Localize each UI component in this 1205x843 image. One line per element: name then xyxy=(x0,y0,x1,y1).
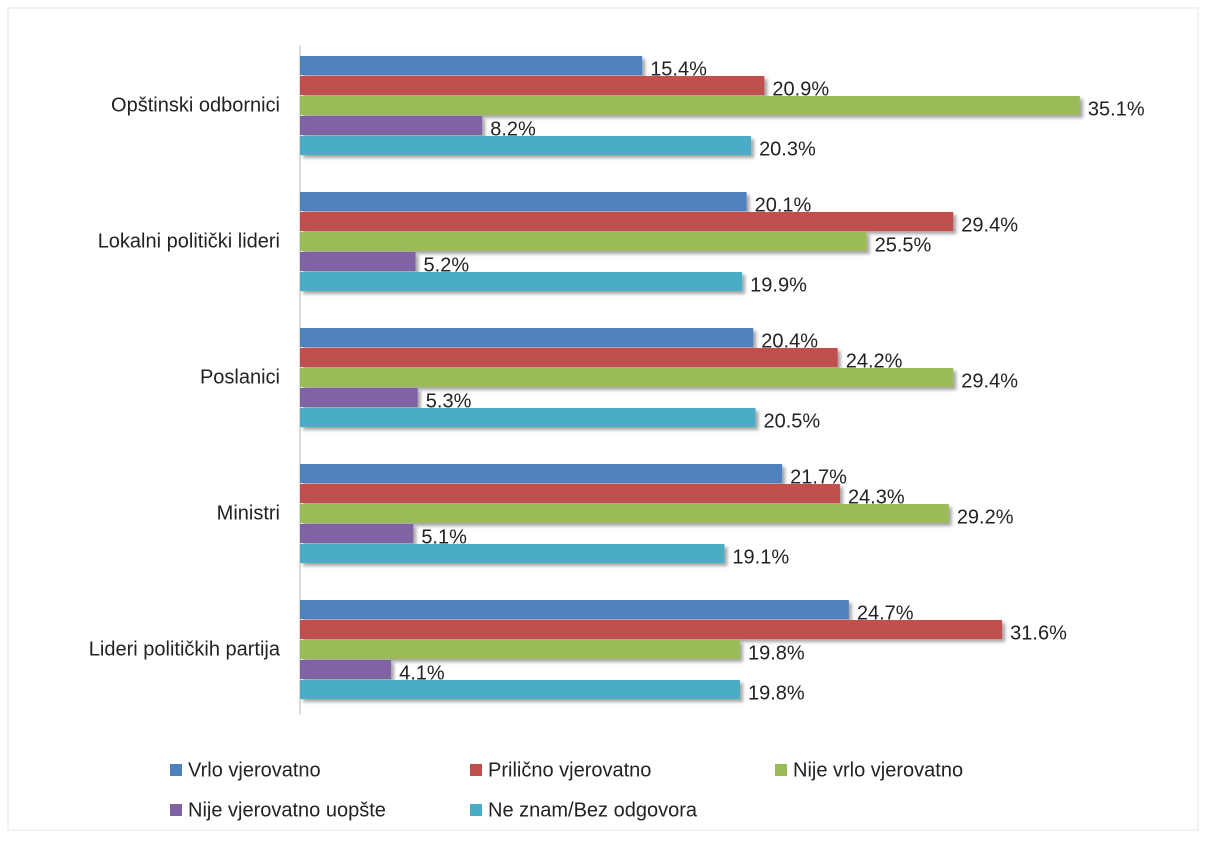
bar xyxy=(300,504,949,523)
value-label: 20.9% xyxy=(772,78,829,100)
value-label: 5.3% xyxy=(426,390,472,412)
legend-label: Ne znam/Bez odgovora xyxy=(488,799,698,821)
value-label: 4.1% xyxy=(399,662,445,684)
bar xyxy=(300,620,1003,639)
value-label: 20.3% xyxy=(759,138,816,160)
value-label: 15.4% xyxy=(650,58,707,80)
value-label: 20.4% xyxy=(761,330,818,352)
category-label: Lideri političkih partija xyxy=(89,638,281,660)
legend-swatch xyxy=(170,764,182,776)
value-label: 35.1% xyxy=(1088,98,1145,120)
bar xyxy=(300,484,840,503)
value-label: 31.6% xyxy=(1010,622,1067,644)
legend-label: Nije vrlo vjerovatno xyxy=(793,759,963,781)
value-label: 5.1% xyxy=(421,526,467,548)
bar xyxy=(300,368,954,387)
value-label: 8.2% xyxy=(490,118,536,140)
value-label: 29.4% xyxy=(961,214,1018,236)
bar xyxy=(300,680,740,699)
legend-label: Prilično vjerovatno xyxy=(488,759,651,781)
bar xyxy=(300,408,756,427)
bar xyxy=(300,212,954,231)
bar xyxy=(300,252,416,271)
bar xyxy=(300,328,754,347)
value-label: 5.2% xyxy=(424,254,470,276)
value-label: 25.5% xyxy=(875,234,932,256)
bar xyxy=(300,348,838,367)
value-label: 24.7% xyxy=(857,602,914,624)
bar xyxy=(300,388,418,407)
bar xyxy=(300,524,414,543)
value-label: 24.3% xyxy=(848,486,905,508)
legend-label: Vrlo vjerovatno xyxy=(188,759,321,781)
bar xyxy=(300,660,392,679)
value-label: 24.2% xyxy=(846,350,903,372)
value-label: 20.5% xyxy=(764,410,821,432)
legend-swatch xyxy=(775,764,787,776)
bar xyxy=(300,76,765,95)
bar xyxy=(300,272,743,291)
category-label: Poslanici xyxy=(200,366,280,388)
legend-swatch xyxy=(470,764,482,776)
frame xyxy=(7,7,1199,831)
value-label: 21.7% xyxy=(790,466,847,488)
bar xyxy=(300,544,725,563)
category-label: Lokalni politički lideri xyxy=(98,230,280,252)
legend-swatch xyxy=(470,804,482,816)
value-label: 20.1% xyxy=(755,194,812,216)
value-label: 19.8% xyxy=(748,642,805,664)
bar xyxy=(300,464,783,483)
category-label: Opštinski odbornici xyxy=(111,94,280,116)
value-label: 19.8% xyxy=(748,682,805,704)
value-label: 19.9% xyxy=(750,274,807,296)
bar xyxy=(300,56,643,75)
bar xyxy=(300,116,483,135)
legend-swatch xyxy=(170,804,182,816)
bar xyxy=(300,192,747,211)
value-label: 19.1% xyxy=(732,546,789,568)
value-label: 29.4% xyxy=(961,370,1018,392)
bar xyxy=(300,600,849,619)
value-label: 29.2% xyxy=(957,506,1014,528)
bar xyxy=(300,232,867,251)
bar xyxy=(300,640,740,659)
bar xyxy=(300,96,1080,115)
legend-label: Nije vjerovatno uopšte xyxy=(188,799,386,821)
category-label: Ministri xyxy=(217,502,280,524)
bar xyxy=(300,136,752,155)
